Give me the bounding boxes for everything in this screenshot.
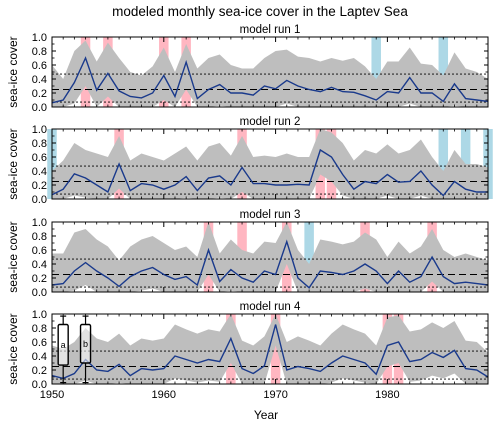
y-tick-label: 0.8 <box>32 138 47 150</box>
y-tick-label: 0.8 <box>32 46 47 58</box>
y-tick-label: 0.0 <box>32 102 47 114</box>
low-ice-highlight <box>438 37 449 107</box>
x-tick-label: 1980 <box>375 389 399 401</box>
y-tick-label: 1.0 <box>32 124 47 136</box>
low-ice-highlight <box>371 37 381 107</box>
y-axis-label: sea-ice cover <box>6 36 20 107</box>
boxplot-label: a <box>61 340 66 350</box>
y-axis-label: sea-ice cover <box>6 128 20 199</box>
panel-1: model run 1 0.0 0.2 0.4 0.6 0.8 1.0 sea-ice cov… <box>6 24 489 114</box>
y-tick-label: 0.6 <box>32 152 47 164</box>
y-tick-label: 1.0 <box>32 309 47 321</box>
mean-series-line <box>51 324 489 380</box>
boxplot-box <box>79 323 92 364</box>
x-tick-label: 1950 <box>40 389 64 401</box>
boxplot-label: b <box>83 339 88 349</box>
y-axis-label: sea-ice cover <box>6 313 20 384</box>
y-tick-label: 0.6 <box>32 60 47 72</box>
y-tick-label: 0.4 <box>32 259 47 271</box>
y-tick-label: 0.2 <box>32 365 47 377</box>
y-tick-label: 0.8 <box>32 323 47 335</box>
panel-title: model run 1 <box>240 24 301 36</box>
y-tick-label: 0.2 <box>32 88 47 100</box>
y-axis-label: sea-ice cover <box>6 221 20 292</box>
panel-title: model run 4 <box>240 301 301 313</box>
mean-series-line <box>51 148 488 197</box>
spread-band <box>52 129 488 199</box>
figure-title: modeled monthly sea-ice cover in the Lap… <box>112 4 408 19</box>
y-tick-label: 1.0 <box>32 32 47 44</box>
mean-series-line <box>51 239 489 289</box>
panel-title: model run 3 <box>240 209 301 221</box>
low-ice-highlight <box>304 222 314 292</box>
low-ice-highlight <box>438 129 449 199</box>
x-tick-label: 1970 <box>263 389 287 401</box>
panels: model run 1 0.0 0.2 0.4 0.6 0.8 1.0 sea-ice cov… <box>6 24 493 401</box>
panel-3: model run 3 0.0 0.2 0.4 0.6 0.8 1.0 sea-ice cov… <box>6 209 489 299</box>
y-tick-label: 0.4 <box>32 166 47 178</box>
y-tick-label: 0.0 <box>32 194 47 206</box>
y-tick-label: 0.4 <box>32 74 47 86</box>
y-tick-label: 0.0 <box>32 287 47 299</box>
x-axis-label: Year <box>254 408 278 422</box>
y-tick-label: 0.8 <box>32 231 47 243</box>
spread-band <box>52 314 488 384</box>
y-tick-label: 0.2 <box>32 180 47 192</box>
y-tick-label: 1.0 <box>32 217 47 229</box>
panel-2: model run 2 0.0 0.2 0.4 0.6 0.8 1.0 sea-ice cov… <box>6 116 493 206</box>
y-tick-label: 0.2 <box>32 273 47 285</box>
panel-4: model run 4 a b 0.0 0.2 0.4 0.6 0.8 1.0 1950 1960 1… <box>6 301 489 401</box>
boxplot-box <box>57 323 69 366</box>
y-tick-label: 0.6 <box>32 337 47 349</box>
x-tick-label: 1960 <box>152 389 176 401</box>
mean-series-line <box>51 56 489 104</box>
y-tick-label: 0.0 <box>32 379 47 391</box>
y-tick-label: 0.6 <box>32 245 47 257</box>
high-ice-highlight <box>270 314 281 384</box>
y-tick-label: 0.4 <box>32 351 47 363</box>
spread-band <box>52 222 488 292</box>
panel-title: model run 2 <box>240 116 301 128</box>
